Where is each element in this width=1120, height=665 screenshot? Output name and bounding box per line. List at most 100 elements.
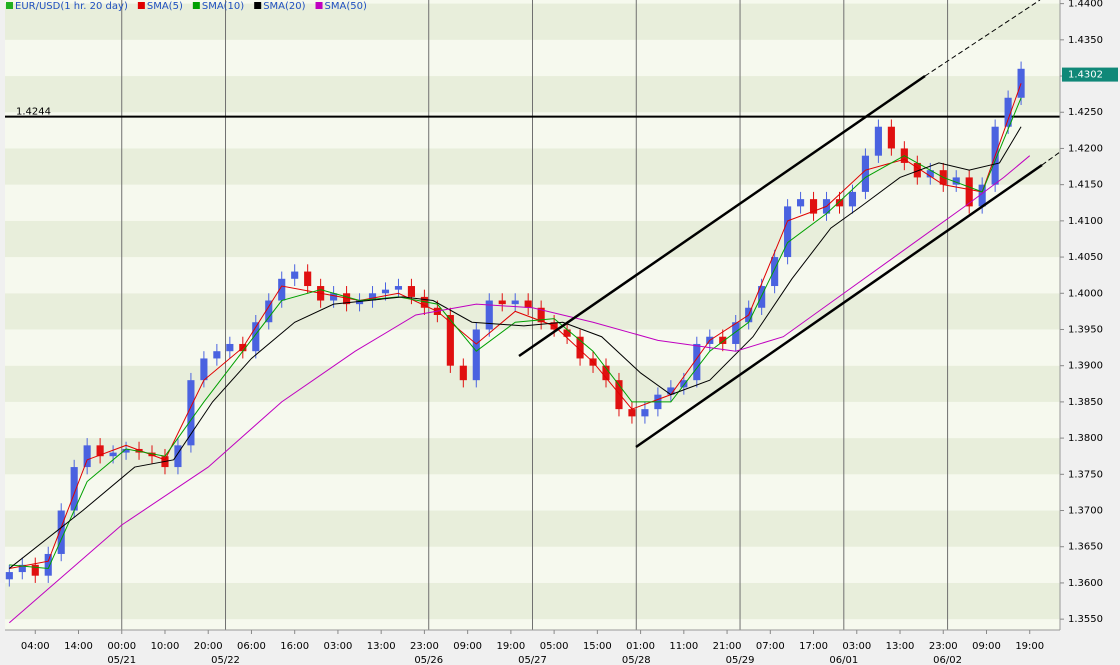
candle-body (252, 322, 260, 352)
candle-body (861, 155, 869, 192)
sma-line (9, 83, 1022, 569)
y-tick-label: 1.3700 (1068, 506, 1103, 517)
candle-body (667, 387, 675, 395)
date-label: 05/26 (414, 655, 443, 665)
candle-body (278, 278, 286, 301)
candle-body (31, 564, 39, 576)
candle-body (174, 445, 182, 468)
y-tick-label: 1.3550 (1068, 614, 1103, 625)
candle-body (537, 307, 545, 323)
candle-body (109, 452, 117, 457)
legend-swatch (254, 2, 262, 9)
legend-label: SMA(20) (263, 1, 305, 12)
date-label: 05/22 (211, 655, 240, 665)
legend-swatch (6, 2, 13, 9)
channel-lower-extension (1041, 151, 1061, 166)
y-tick-label: 1.4350 (1068, 35, 1103, 46)
legend-label: EUR/USD(1 hr. 20 day) (15, 1, 128, 12)
reference-label: 1.4244 (16, 107, 51, 118)
candle-body (394, 286, 403, 290)
candle-body (732, 322, 740, 344)
y-tick-label: 1.3800 (1068, 433, 1103, 444)
y-tick-label: 1.3950 (1068, 324, 1103, 335)
x-tick-label: 01:00 (626, 641, 655, 652)
x-tick-label: 23:00 (929, 641, 958, 652)
date-label: 05/29 (726, 655, 755, 665)
y-tick-label: 1.3900 (1068, 361, 1103, 372)
candle-body (874, 126, 882, 156)
channel-lower (635, 163, 1043, 449)
candle-body (200, 358, 208, 381)
candle-body (913, 162, 921, 178)
legend-label: SMA(50) (325, 1, 367, 12)
candle-body (213, 351, 221, 359)
candle-body (978, 184, 986, 207)
candle-body (44, 553, 52, 576)
x-tick-label: 06:00 (237, 641, 266, 652)
candle-body (96, 445, 104, 457)
y-tick-label: 1.3850 (1068, 397, 1103, 408)
x-tick-label: 23:00 (410, 641, 439, 652)
y-tick-label: 1.4100 (1068, 216, 1103, 227)
legend-label: SMA(10) (202, 1, 244, 12)
date-label: 05/21 (107, 655, 136, 665)
x-tick-label: 09:00 (972, 641, 1001, 652)
x-tick-label: 13:00 (886, 641, 915, 652)
candle-body (459, 365, 467, 381)
x-tick-label: 19:00 (496, 641, 525, 652)
candle-body (83, 445, 91, 468)
x-tick-label: 19:00 (1015, 641, 1044, 652)
x-tick-label: 05:00 (540, 641, 569, 652)
candle-body (485, 300, 493, 330)
candle-body (70, 467, 78, 511)
candle-body (343, 293, 351, 305)
y-tick-label: 1.4150 (1068, 180, 1103, 191)
sma-line (8, 155, 1031, 624)
x-tick-label: 03:00 (842, 641, 871, 652)
candle-body (926, 170, 934, 178)
legend: EUR/USD(1 hr. 20 day) SMA(5) SMA(10) SMA(20… (6, 1, 367, 12)
y-tick-label: 1.3750 (1068, 469, 1103, 480)
date-label: 06/02 (933, 655, 962, 665)
sma-line (9, 126, 1022, 569)
candle-body (680, 380, 688, 388)
candle-body (602, 365, 610, 381)
candle-body (330, 293, 338, 301)
legend-swatch (192, 2, 200, 9)
y-tick-label: 1.3600 (1068, 578, 1103, 589)
date-label: 05/27 (518, 655, 547, 665)
candle-body (18, 564, 26, 573)
candle-body (719, 336, 727, 344)
candle-body (563, 329, 571, 337)
x-tick-label: 07:00 (756, 641, 785, 652)
candle-body (1004, 97, 1012, 127)
candle-body (771, 257, 779, 287)
candle-body (135, 448, 143, 453)
date-label: 06/01 (829, 655, 858, 665)
legend-swatch (315, 2, 323, 9)
last-price-label: 1.4302 (1068, 70, 1103, 81)
channel-upper-extension (924, 0, 1041, 77)
candle-body (511, 300, 519, 305)
x-tick-label: 14:00 (64, 641, 93, 652)
candle-body (693, 343, 701, 381)
candle-body (381, 289, 390, 294)
candle-body (265, 300, 273, 323)
candle-body (784, 206, 792, 258)
candle-body (355, 300, 364, 305)
channel-upper (518, 74, 926, 358)
candle-body (848, 191, 857, 207)
x-tick-label: 13:00 (367, 641, 396, 652)
y-tick-label: 1.4000 (1068, 288, 1103, 299)
candle-body (952, 177, 960, 185)
candle-body (576, 336, 584, 359)
candle-body (446, 315, 454, 366)
candle-body (226, 343, 234, 352)
candle-body (809, 199, 818, 214)
candle-body (758, 286, 766, 308)
candle-body (420, 296, 428, 308)
candle-body (965, 177, 973, 207)
x-tick-label: 00:00 (107, 641, 136, 652)
y-tick-label: 1.4050 (1068, 252, 1103, 263)
